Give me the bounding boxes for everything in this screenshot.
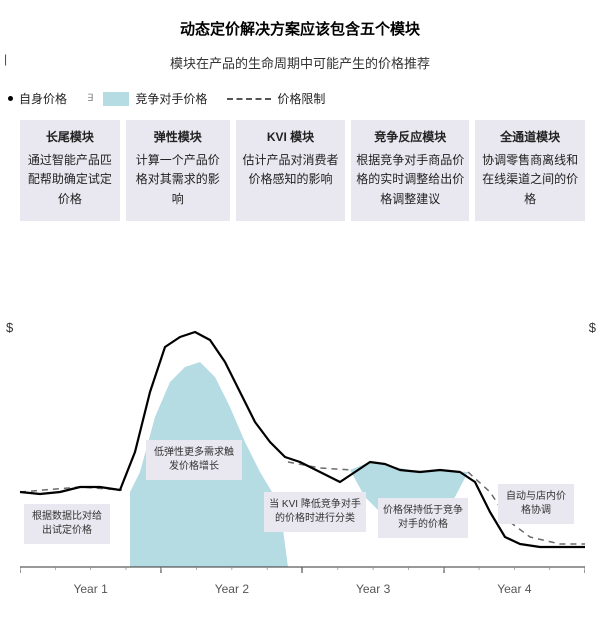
module-row: 长尾模块通过智能产品匹配帮助确定试定价格弹性模块计算一个产品价格对其需求的影响K… <box>20 120 585 221</box>
module-title: 竞争反应模块 <box>355 128 465 147</box>
x-tick-3: Year 4 <box>444 582 585 596</box>
stray-marker: | <box>4 52 7 66</box>
chart-annotation-2: 当 KVI 降低竞争对手的价格时进行分类 <box>264 492 366 532</box>
legend-limit-dash <box>227 98 271 100</box>
module-desc: 协调零售商离线和在线渠道之间的价格 <box>479 151 581 209</box>
x-tick-2: Year 3 <box>303 582 444 596</box>
module-title: 长尾模块 <box>24 128 116 147</box>
y-axis-label-right: $ <box>589 320 596 335</box>
module-box-1: 弹性模块计算一个产品价格对其需求的影响 <box>126 120 230 221</box>
limit-line-1 <box>288 462 352 470</box>
module-desc: 通过智能产品匹配帮助确定试定价格 <box>24 151 116 209</box>
chart-annotation-0: 根据数据比对给出试定价格 <box>24 504 110 544</box>
module-box-4: 全通道模块协调零售商离线和在线渠道之间的价格 <box>475 120 585 221</box>
legend: 自身价格 ∃ 竞争对手价格 价格限制 <box>0 72 600 107</box>
x-tick-1: Year 2 <box>161 582 302 596</box>
module-desc: 计算一个产品价格对其需求的影响 <box>130 151 226 209</box>
chart-annotation-1: 低弹性更多需求触发价格增长 <box>146 440 242 480</box>
module-box-0: 长尾模块通过智能产品匹配帮助确定试定价格 <box>20 120 120 221</box>
module-desc: 根据竞争对手商品价格的实时调整给出价格调整建议 <box>355 151 465 209</box>
module-title: 全通道模块 <box>479 128 581 147</box>
module-box-3: 竞争反应模块根据竞争对手商品价格的实时调整给出价格调整建议 <box>351 120 469 221</box>
module-title: KVI 模块 <box>240 128 342 147</box>
x-tick-0: Year 1 <box>20 582 161 596</box>
legend-own-label: 自身价格 <box>19 90 67 107</box>
module-title: 弹性模块 <box>130 128 226 147</box>
page-title: 动态定价解决方案应该包含五个模块 <box>0 0 600 39</box>
chart-annotation-4: 自动与店内价格协调 <box>498 484 574 524</box>
legend-comp-swatch <box>103 92 129 106</box>
page-subtitle: 模块在产品的生命周期中可能产生的价格推荐 <box>0 39 600 72</box>
module-desc: 估计产品对消费者价格感知的影响 <box>240 151 342 189</box>
legend-comp-label: 竞争对手价格 <box>135 90 207 107</box>
module-box-2: KVI 模块估计产品对消费者价格感知的影响 <box>236 120 346 221</box>
legend-limit-label: 价格限制 <box>277 90 325 107</box>
y-axis-label-left: $ <box>6 320 13 335</box>
chart-annotation-3: 价格保持低于竞争对手的价格 <box>378 498 468 538</box>
x-axis: Year 1Year 2Year 3Year 4 <box>20 582 585 596</box>
legend-own-marker <box>8 96 13 101</box>
legend-own-extra: ∃ <box>87 93 93 104</box>
